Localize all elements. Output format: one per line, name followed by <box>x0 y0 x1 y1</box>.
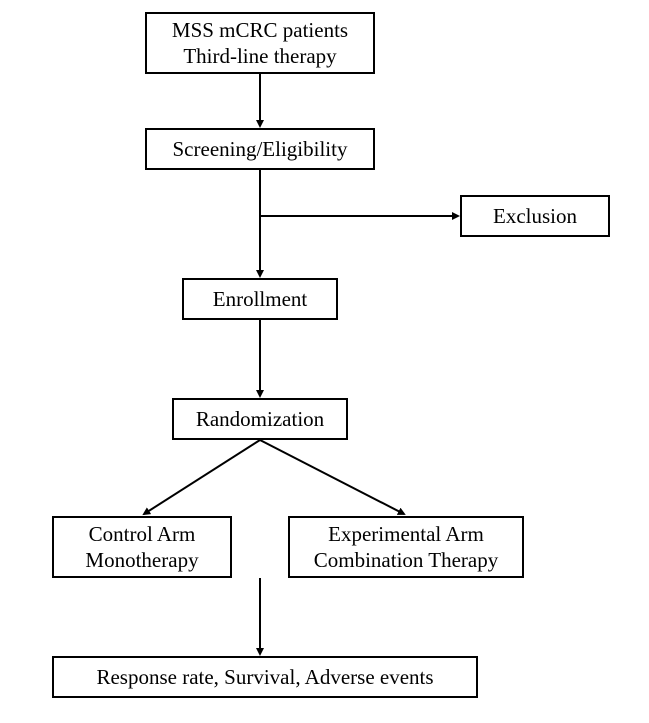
node-experimental-line2: Combination Therapy <box>314 547 499 573</box>
node-outcome-label: Response rate, Survival, Adverse events <box>96 664 433 690</box>
node-control-line2: Monotherapy <box>85 547 198 573</box>
node-control-line1: Control Arm <box>89 521 196 547</box>
node-randomization: Randomization <box>172 398 348 440</box>
edge-randomization-experimental <box>260 440 404 514</box>
node-patients-line1: MSS mCRC patients <box>172 17 348 43</box>
node-screening: Screening/Eligibility <box>145 128 375 170</box>
node-enrollment: Enrollment <box>182 278 338 320</box>
node-control: Control Arm Monotherapy <box>52 516 232 578</box>
node-experimental-line1: Experimental Arm <box>328 521 484 547</box>
node-patients: MSS mCRC patients Third-line therapy <box>145 12 375 74</box>
node-patients-line2: Third-line therapy <box>183 43 336 69</box>
connectors <box>0 0 649 723</box>
node-exclusion: Exclusion <box>460 195 610 237</box>
edge-randomization-control <box>144 440 260 514</box>
node-outcome: Response rate, Survival, Adverse events <box>52 656 478 698</box>
node-exclusion-label: Exclusion <box>493 203 577 229</box>
node-experimental: Experimental Arm Combination Therapy <box>288 516 524 578</box>
node-screening-label: Screening/Eligibility <box>173 136 348 162</box>
node-enrollment-label: Enrollment <box>213 286 307 312</box>
node-randomization-label: Randomization <box>196 406 324 432</box>
